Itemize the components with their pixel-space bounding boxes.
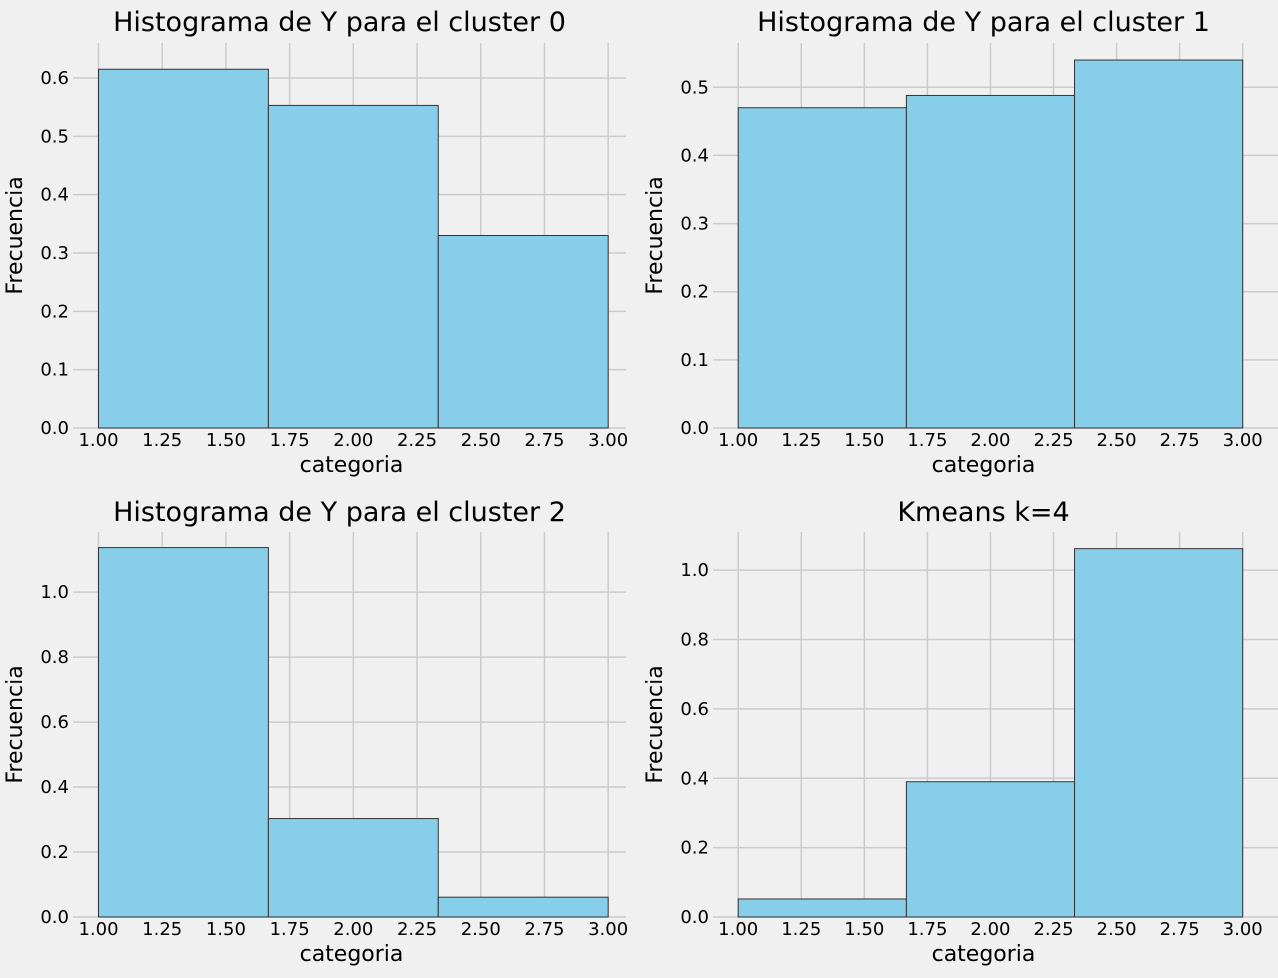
x-tick-label: 2.50 — [1097, 430, 1137, 451]
histogram-bar — [97, 547, 269, 918]
y-tick-label: 0.4 — [40, 185, 69, 206]
x-tick-label: 2.25 — [397, 919, 437, 940]
x-tick-label: 1.25 — [781, 919, 821, 940]
x-tick-label: 1.50 — [206, 919, 246, 940]
y-axis-label: Frecuencia — [643, 176, 668, 294]
y-tick-label: 0.2 — [680, 838, 709, 859]
y-tick-label: 0.3 — [40, 243, 69, 264]
y-tick-label: 0.6 — [40, 712, 69, 733]
x-tick-label: 1.75 — [907, 919, 947, 940]
y-tick-label: 0.0 — [680, 907, 709, 928]
y-tick-label: 0.4 — [680, 768, 709, 789]
x-tick-label: 2.75 — [524, 919, 564, 940]
x-tick-label: 2.00 — [970, 919, 1010, 940]
x-axis-label: categoria — [300, 942, 404, 967]
x-tick-label: 3.00 — [588, 919, 628, 940]
x-axis-label: categoria — [300, 453, 404, 478]
x-tick-label: 2.75 — [1160, 919, 1200, 940]
x-tick-label: 1.25 — [142, 430, 182, 451]
y-tick-label: 0.0 — [680, 418, 709, 439]
y-tick-label: 0.4 — [40, 777, 69, 798]
x-tick-label: 2.00 — [970, 430, 1010, 451]
x-tick-label: 1.50 — [844, 919, 884, 940]
histogram-bar — [97, 68, 269, 429]
histogram-bar — [437, 235, 609, 429]
histogram-bar — [267, 104, 439, 429]
x-axis-label: categoria — [932, 942, 1036, 967]
x-tick-label: 2.75 — [524, 430, 564, 451]
y-axis-label: Frecuencia — [3, 665, 28, 783]
chart-panel-0: 1.00 1.25 1.50 1.75 2.00 2.25 2.50 2.75 3.00 0.0 0… — [3, 7, 628, 478]
x-tick-label: 1.75 — [270, 919, 310, 940]
x-tick-label: 1.25 — [142, 919, 182, 940]
y-tick-label: 0.6 — [40, 68, 69, 89]
x-tick-label: 2.25 — [397, 430, 437, 451]
x-tick-label: 2.00 — [333, 430, 373, 451]
x-tick-label: 1.75 — [907, 430, 947, 451]
x-tick-label: 2.50 — [461, 919, 501, 940]
x-tick-label: 2.75 — [1160, 430, 1200, 451]
histogram-bar — [1074, 548, 1244, 918]
x-tick-label: 3.00 — [1223, 919, 1263, 940]
y-tick-label: 0.1 — [40, 360, 69, 381]
chart-panel-3: 1.00 1.25 1.50 1.75 2.00 2.25 2.50 2.75 3.00 0.0 0… — [643, 497, 1278, 967]
y-tick-label: 0.8 — [680, 630, 709, 651]
y-tick-label: 0.2 — [40, 301, 69, 322]
y-tick-label: 0.5 — [680, 77, 709, 98]
histogram-bar — [267, 818, 439, 918]
histogram-bar — [737, 898, 907, 918]
histogram-bar — [437, 896, 609, 918]
x-tick-label: 2.50 — [461, 430, 501, 451]
x-tick-label: 1.00 — [718, 919, 758, 940]
x-tick-label: 3.00 — [1223, 430, 1263, 451]
y-tick-label: 0.4 — [680, 145, 709, 166]
y-tick-label: 1.0 — [40, 582, 69, 603]
chart-title: Histograma de Y para el cluster 0 — [113, 7, 566, 38]
chart-title: Histograma de Y para el cluster 2 — [113, 497, 566, 528]
y-axis-label: Frecuencia — [643, 665, 668, 783]
chart-title: Histograma de Y para el cluster 1 — [757, 7, 1210, 38]
x-tick-label: 1.75 — [270, 430, 310, 451]
y-tick-label: 0.3 — [680, 214, 709, 235]
x-tick-label: 2.00 — [333, 919, 373, 940]
x-tick-label: 1.50 — [844, 430, 884, 451]
x-tick-label: 2.25 — [1033, 919, 1073, 940]
x-tick-label: 1.00 — [78, 430, 118, 451]
x-tick-label: 3.00 — [588, 430, 628, 451]
histogram-bar — [905, 94, 1076, 429]
x-axis-label: categoria — [932, 453, 1036, 478]
x-tick-label: 2.25 — [1033, 430, 1073, 451]
y-tick-label: 0.6 — [680, 699, 709, 720]
chart-panel-2: 1.00 1.25 1.50 1.75 2.00 2.25 2.50 2.75 3.00 0.0 0… — [3, 497, 628, 967]
histogram-bar — [905, 781, 1076, 918]
y-tick-label: 0.5 — [40, 126, 69, 147]
x-tick-label: 1.00 — [718, 430, 758, 451]
x-tick-label: 1.00 — [78, 919, 118, 940]
x-tick-label: 1.50 — [206, 430, 246, 451]
y-axis-label: Frecuencia — [3, 176, 28, 294]
histogram-bar — [1074, 59, 1244, 429]
y-tick-label: 0.2 — [680, 282, 709, 303]
histogram-bar — [737, 107, 907, 429]
chart-panel-1: 1.00 1.25 1.50 1.75 2.00 2.25 2.50 2.75 3.00 0.0 0… — [643, 7, 1278, 478]
y-tick-label: 0.8 — [40, 647, 69, 668]
y-tick-label: 0.0 — [40, 907, 69, 928]
x-tick-label: 2.50 — [1097, 919, 1137, 940]
y-tick-label: 0.2 — [40, 842, 69, 863]
y-tick-label: 1.0 — [680, 560, 709, 581]
y-tick-label: 0.0 — [40, 418, 69, 439]
chart-title: Kmeans k=4 — [897, 497, 1069, 528]
x-tick-label: 1.25 — [781, 430, 821, 451]
y-tick-label: 0.1 — [680, 350, 709, 371]
